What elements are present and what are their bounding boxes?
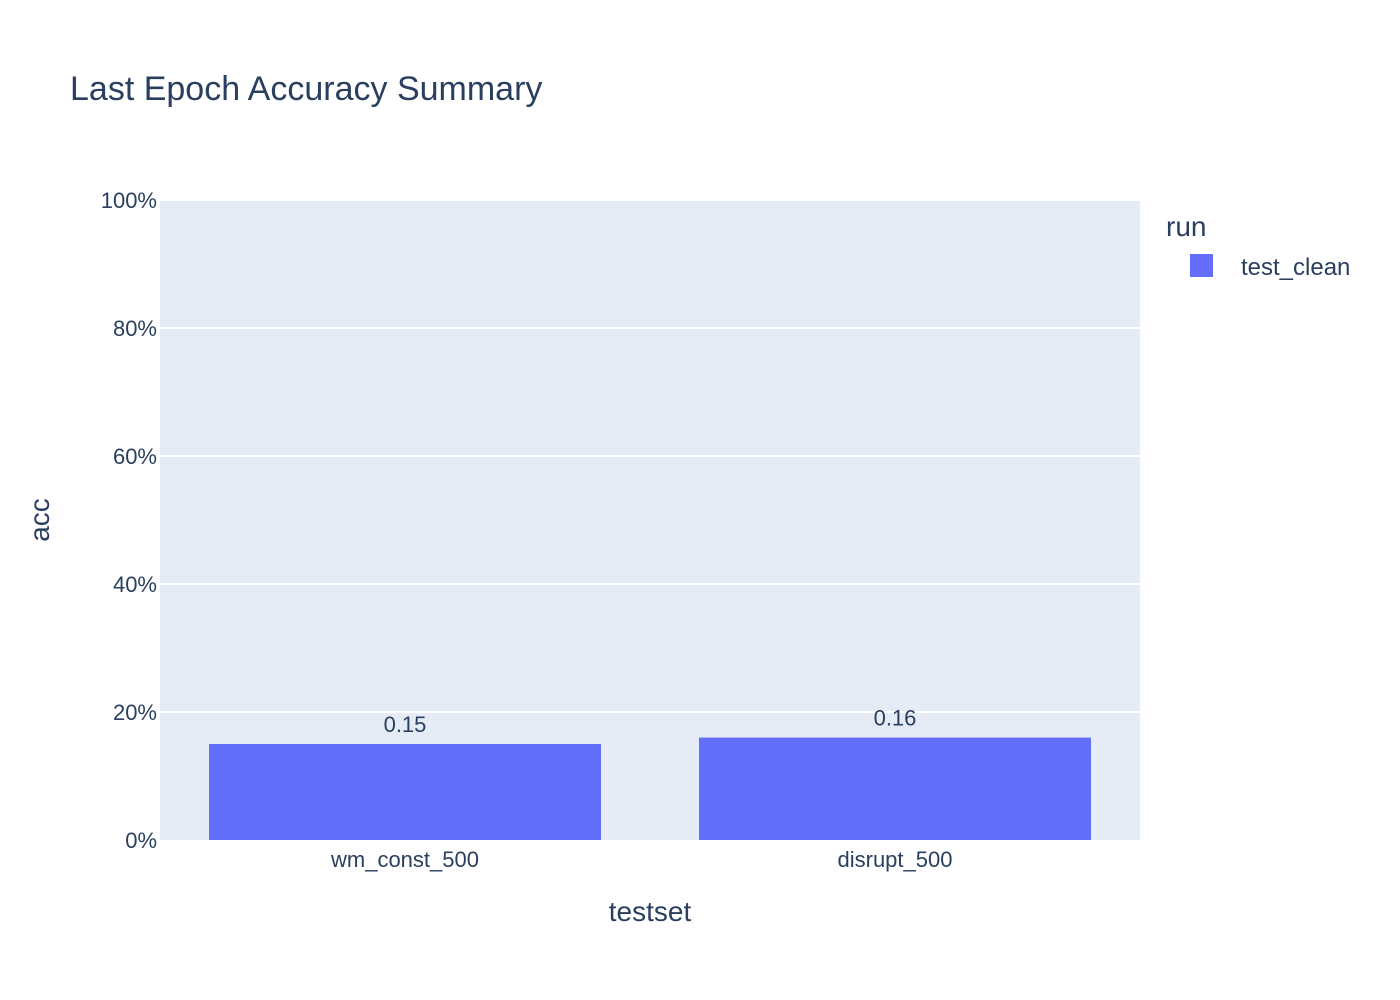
plot-area — [160, 200, 1140, 840]
y-tick-label: 100% — [101, 188, 157, 213]
bar[interactable] — [209, 744, 601, 840]
y-tick-label: 60% — [113, 444, 157, 469]
legend: run test_clean — [1166, 211, 1350, 281]
x-axis-title: testset — [609, 896, 692, 927]
legend-swatch[interactable] — [1190, 254, 1213, 277]
chart-title: Last Epoch Accuracy Summary — [70, 70, 542, 108]
legend-title: run — [1166, 211, 1206, 242]
x-axis-ticks: wm_const_500 disrupt_500 — [330, 847, 952, 872]
gridlines — [160, 199, 1140, 713]
x-tick-label: disrupt_500 — [838, 847, 953, 872]
y-tick-label: 20% — [113, 700, 157, 725]
y-axis-ticks: 0% 20% 40% 60% 80% 100% — [101, 188, 157, 853]
y-axis-title: acc — [24, 498, 55, 542]
data-label: 0.15 — [384, 712, 427, 737]
y-tick-label: 80% — [113, 316, 157, 341]
bar[interactable] — [699, 737, 1091, 840]
y-tick-label: 0% — [125, 828, 157, 853]
x-tick-label: wm_const_500 — [330, 847, 479, 872]
bars: 0.15 0.16 — [209, 706, 1091, 840]
data-label: 0.16 — [874, 706, 917, 731]
legend-item-label[interactable]: test_clean — [1241, 254, 1350, 281]
y-tick-label: 40% — [113, 572, 157, 597]
